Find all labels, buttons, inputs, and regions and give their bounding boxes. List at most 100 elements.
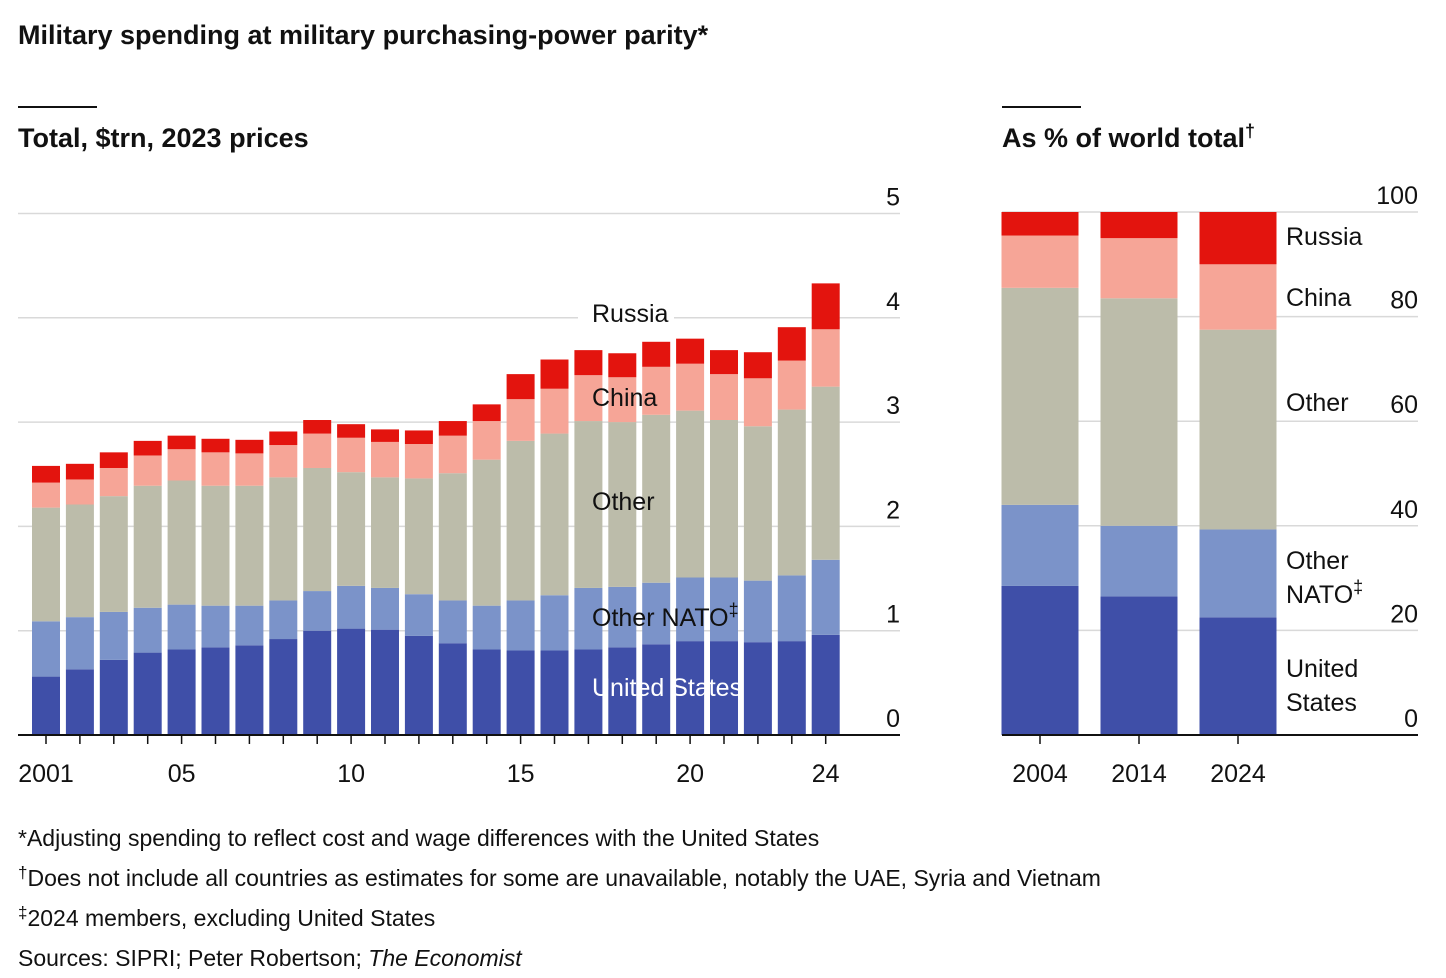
share-bar-other-nato-2004: [1001, 504, 1079, 586]
bar-russia-2001: [32, 465, 60, 483]
footnote-3: ‡2024 members, excluding United States: [18, 903, 435, 931]
right-y-tick-label: 100: [1376, 182, 1418, 210]
share-bar-united-states-2014: [1100, 596, 1178, 735]
footnote-2: †Does not include all countries as estim…: [18, 863, 1101, 891]
bar-russia-2022: [743, 352, 772, 379]
bar-other-nato-2020: [676, 577, 705, 642]
left-y-tick-label: 4: [886, 288, 900, 316]
bar-united-states-2024: [811, 634, 840, 735]
left-x-tick-label: 20: [676, 760, 704, 788]
bar-russia-2018: [608, 353, 637, 378]
bar-united-states-2011: [371, 629, 399, 735]
bar-other-nato-2002: [65, 617, 94, 670]
right-y-tick-label: 60: [1390, 391, 1418, 419]
bar-other-2010: [337, 472, 366, 586]
bar-russia-2004: [133, 440, 162, 456]
bar-russia-2005: [167, 435, 196, 450]
bar-united-states-2004: [133, 652, 162, 735]
right-label-other: Other: [1286, 389, 1349, 417]
bar-united-states-2019: [642, 644, 671, 735]
bar-china-2023: [777, 360, 806, 410]
bar-china-2011: [371, 441, 399, 478]
share-bar-united-states-2004: [1001, 585, 1079, 735]
bar-other-nato-2010: [337, 585, 366, 629]
bar-china-2002: [65, 479, 94, 505]
share-bar-russia-2024: [1199, 212, 1277, 265]
left-x-tick-label: 10: [337, 760, 365, 788]
right-subtitle-mark: †: [1245, 121, 1255, 141]
bar-china-2019: [642, 366, 671, 415]
right-x-tick-label: 2024: [1210, 760, 1266, 788]
bar-russia-2024: [811, 283, 840, 330]
right-label-russia: Russia: [1286, 223, 1363, 251]
bar-russia-2002: [65, 463, 94, 480]
right-panel-subtitle: As % of world total†: [1002, 121, 1255, 153]
russia-label-bg: [578, 294, 674, 328]
right-x-tick-label: 2004: [1012, 760, 1068, 788]
bar-russia-2019: [642, 341, 671, 367]
left-panel-subtitle: Total, $trn, 2023 prices: [18, 123, 309, 153]
bar-russia-2020: [676, 338, 705, 364]
bar-united-states-2020: [676, 641, 705, 735]
bar-russia-2014: [472, 404, 501, 422]
bar-other-nato-2016: [540, 595, 569, 651]
left-x-tick-label: 15: [507, 760, 535, 788]
bar-united-states-2013: [438, 643, 467, 735]
bar-other-nato-2019: [642, 582, 671, 645]
bar-united-states-2015: [506, 650, 535, 735]
bar-china-2014: [472, 421, 501, 460]
chart-title: Military spending at military purchasing…: [18, 20, 709, 50]
bar-other-nato-2008: [269, 600, 298, 640]
left-label-other-nato: Other NATO‡: [592, 600, 739, 632]
bar-other-nato-2024: [811, 559, 840, 635]
left-y-tick-label: 1: [886, 601, 900, 629]
right-x-tick-label: 2014: [1111, 760, 1167, 788]
bar-united-states-2008: [269, 639, 298, 735]
left-label-china: China: [592, 384, 657, 412]
bar-russia-2006: [201, 438, 230, 453]
left-panel-bars: [32, 283, 840, 735]
bar-china-2003: [99, 467, 128, 497]
bar-china-2017: [574, 375, 603, 422]
bar-other-nato-2012: [404, 594, 433, 636]
bar-other-nato-2004: [133, 607, 162, 653]
footnotes: *Adjusting spending to reflect cost and …: [18, 825, 1101, 971]
bar-other-2006: [201, 485, 230, 606]
bar-china-2020: [676, 363, 705, 411]
bar-russia-2011: [371, 429, 399, 442]
right-label-united-states-line2: States: [1286, 689, 1357, 717]
bar-other-2011: [371, 477, 399, 588]
bar-other-2007: [235, 485, 264, 606]
bar-other-2023: [777, 409, 806, 576]
bar-united-states-2023: [777, 641, 806, 735]
right-series-labels: Russia China Other Other NATO‡ United St…: [1286, 223, 1363, 717]
bar-other-2014: [472, 459, 501, 606]
bar-china-2004: [133, 455, 162, 486]
sources-line: Sources: SIPRI; Peter Robertson; The Eco…: [18, 945, 523, 971]
share-bar-other-nato-2024: [1199, 529, 1277, 618]
bar-china-2022: [743, 378, 772, 427]
bar-china-2009: [303, 433, 332, 468]
share-bar-other-2014: [1100, 298, 1178, 526]
bar-other-2018: [608, 422, 637, 587]
left-y-tick-label: 2: [886, 496, 900, 524]
right-label-china: China: [1286, 284, 1351, 312]
bar-other-2016: [540, 433, 569, 596]
bar-other-2001: [32, 507, 60, 622]
bar-other-2013: [438, 473, 467, 601]
bar-other-nato-2014: [472, 605, 501, 650]
bar-russia-2016: [540, 359, 569, 389]
share-bar-china-2004: [1001, 235, 1079, 288]
bar-other-nato-2015: [506, 600, 535, 651]
bar-other-2015: [506, 440, 535, 601]
bar-united-states-2017: [574, 649, 603, 735]
bar-other-nato-2009: [303, 591, 332, 631]
bar-other-nato-2001: [32, 621, 60, 677]
bar-united-states-2021: [710, 641, 738, 735]
right-y-tick-label: 0: [1404, 705, 1418, 733]
right-label-other-nato-line2: NATO‡: [1286, 577, 1363, 609]
right-panel-bars: [1001, 212, 1277, 735]
bar-united-states-2002: [65, 669, 94, 735]
bar-other-nato-2007: [235, 605, 264, 646]
